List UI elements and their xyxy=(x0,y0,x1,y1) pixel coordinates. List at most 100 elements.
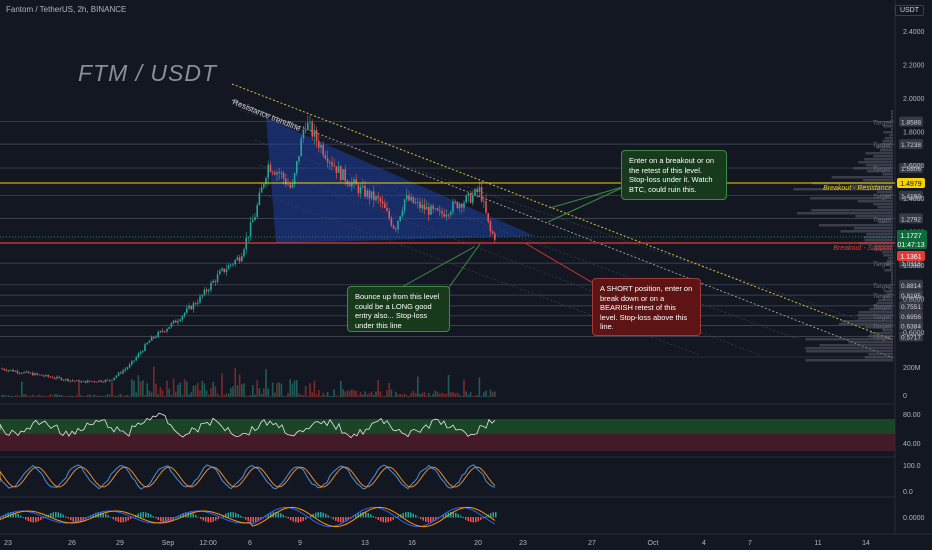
volume-bar xyxy=(439,393,441,397)
macd-bar xyxy=(457,514,459,518)
macd-bar xyxy=(125,517,127,522)
macd-bar xyxy=(110,517,112,518)
candle xyxy=(260,187,263,193)
macd-bar xyxy=(2,515,4,518)
macd-bar xyxy=(247,517,249,522)
support-price-tag: 1.1361 xyxy=(900,254,922,261)
volume-bar xyxy=(199,390,201,397)
macd-bar xyxy=(0,517,2,518)
macd-bar xyxy=(92,513,94,518)
candle xyxy=(395,228,397,230)
macd-bar xyxy=(57,512,59,518)
candle xyxy=(392,225,395,229)
candle xyxy=(175,320,177,323)
volume-profile-bar xyxy=(805,347,893,350)
candle xyxy=(117,372,120,376)
candle xyxy=(216,274,219,282)
macd-bar xyxy=(105,513,107,518)
volume-bar xyxy=(27,396,30,397)
macd-bar xyxy=(232,512,234,518)
volume-bar xyxy=(355,390,357,397)
macd-bar xyxy=(327,515,329,518)
volume-bar xyxy=(445,393,448,397)
volume-profile-bar xyxy=(864,356,893,359)
target-tag-bg xyxy=(899,213,923,224)
indicator-tick: 200M xyxy=(903,365,921,372)
volume-bar xyxy=(476,395,478,397)
volume-bar xyxy=(403,393,406,397)
macd-bar xyxy=(382,517,384,523)
macd-bar xyxy=(440,516,442,518)
volume-profile-bar xyxy=(869,308,893,311)
candle xyxy=(478,187,481,193)
macd-bar xyxy=(432,517,434,522)
volume-bar xyxy=(128,396,131,397)
candle xyxy=(265,178,267,185)
macd-bar xyxy=(467,517,469,522)
candle xyxy=(91,381,93,383)
candle xyxy=(359,187,362,194)
macd-bar xyxy=(290,517,292,521)
macd-bar xyxy=(165,517,167,523)
candle xyxy=(296,161,298,174)
macd-bar xyxy=(347,517,349,521)
volume-profile-bar xyxy=(881,143,893,146)
volume-profile-bar xyxy=(863,236,893,239)
macd-bar xyxy=(190,512,192,518)
candle xyxy=(298,155,300,162)
macd-bar xyxy=(460,515,462,518)
volume-bar xyxy=(71,396,74,397)
volume-profile-bar xyxy=(870,332,893,335)
volume-bar xyxy=(161,390,164,397)
macd-bar xyxy=(310,515,312,518)
candle xyxy=(326,158,329,163)
candle xyxy=(236,257,239,261)
volume-bar xyxy=(194,385,197,397)
macd-bar xyxy=(95,512,97,518)
volume-profile-bar xyxy=(868,335,893,338)
volume-bar xyxy=(421,393,423,397)
volume-bar xyxy=(285,396,287,397)
macd-bar xyxy=(342,517,344,523)
time-tick: Oct xyxy=(648,540,659,547)
volume-bar xyxy=(419,394,421,397)
candle xyxy=(243,249,245,257)
currency-badge[interactable]: USDT xyxy=(894,5,924,16)
volume-profile-bar xyxy=(891,113,893,116)
macd-bar xyxy=(22,517,24,518)
volume-bar xyxy=(432,393,434,397)
volume-profile-bar xyxy=(873,305,893,308)
macd-bar xyxy=(100,512,102,518)
volume-bar xyxy=(331,396,333,397)
volume-bar xyxy=(302,395,305,397)
candle xyxy=(128,364,131,368)
volume-bar xyxy=(181,395,184,397)
candle xyxy=(304,129,307,131)
candle xyxy=(183,312,186,316)
target-price-tag: 1.4150 xyxy=(901,194,921,201)
volume-bar xyxy=(399,394,401,397)
macd-bar xyxy=(40,517,42,521)
macd-bar xyxy=(70,517,72,521)
macd-bar xyxy=(77,517,79,523)
volume-bar xyxy=(454,393,456,397)
volume-profile-bar xyxy=(882,173,893,176)
note-long-entry: Enter on a breakout or on the retest of … xyxy=(621,150,727,200)
macd-bar xyxy=(25,517,27,520)
volume-bar xyxy=(157,394,159,397)
volume-bar xyxy=(289,379,291,397)
candle xyxy=(436,208,439,211)
candle xyxy=(280,172,283,174)
target-label: Target xyxy=(873,261,892,268)
volume-profile-bar xyxy=(855,215,893,218)
volume-profile-bar xyxy=(882,296,893,299)
candle xyxy=(164,331,166,333)
macd-bar xyxy=(130,517,132,519)
candle xyxy=(467,193,470,196)
target-label: Target xyxy=(873,142,892,149)
volume-profile-bar xyxy=(884,290,893,293)
volume-profile-bar xyxy=(876,302,893,305)
candle xyxy=(137,353,140,358)
volume-bar xyxy=(267,388,269,397)
